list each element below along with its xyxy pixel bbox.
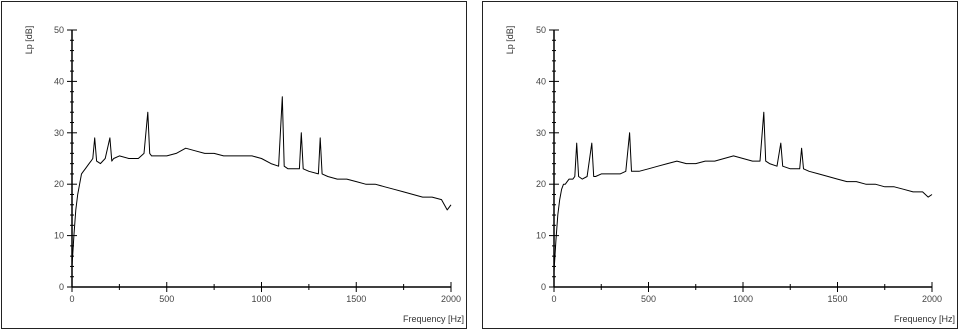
chart-panel-right: 0 10 20 30 40 50 0 500 1000 1500 2000 Lp [dB] Freque… — [482, 1, 958, 329]
x-tick-label-left: 1000 — [251, 294, 271, 304]
x-tick-label-right: 2000 — [922, 294, 942, 304]
x-tick-label-left: 500 — [159, 294, 174, 304]
series-line-left — [71, 96, 452, 267]
y-tick-label-left: 40 — [54, 76, 64, 86]
y-tick-label-right: 0 — [541, 282, 546, 292]
x-tick-label-right: 500 — [641, 294, 656, 304]
x-tick-label-right: 0 — [551, 294, 556, 304]
y-tick-label-right: 30 — [536, 128, 546, 138]
y-axis-label-right: Lp [dB] — [505, 26, 515, 55]
x-axis-label-right: Frequency [Hz] — [894, 314, 955, 324]
y-tick-label-right: 20 — [536, 179, 546, 189]
y-tick-label-left: 30 — [54, 128, 64, 138]
y-tick-label-right: 50 — [536, 25, 546, 35]
chart-panel-left: 0 10 20 30 40 50 0 500 1000 1500 2000 Lp [dB] Freque… — [1, 1, 467, 329]
y-axis-label-left: Lp [dB] — [24, 26, 34, 55]
y-tick-label-left: 50 — [54, 25, 64, 35]
y-tick-label-right: 10 — [536, 231, 546, 241]
y-tick-label-right: 40 — [536, 76, 546, 86]
y-tick-label-left: 10 — [54, 231, 64, 241]
x-tick-label-right: 1000 — [733, 294, 753, 304]
x-tick-label-right: 1500 — [827, 294, 847, 304]
x-tick-label-left: 0 — [69, 294, 74, 304]
y-tick-label-left: 20 — [54, 179, 64, 189]
x-tick-label-left: 1500 — [346, 294, 366, 304]
y-tick-label-left: 0 — [59, 282, 64, 292]
series-line-right — [553, 111, 933, 272]
x-axis-label-left: Frequency [Hz] — [403, 314, 464, 324]
x-tick-label-left: 2000 — [441, 294, 461, 304]
